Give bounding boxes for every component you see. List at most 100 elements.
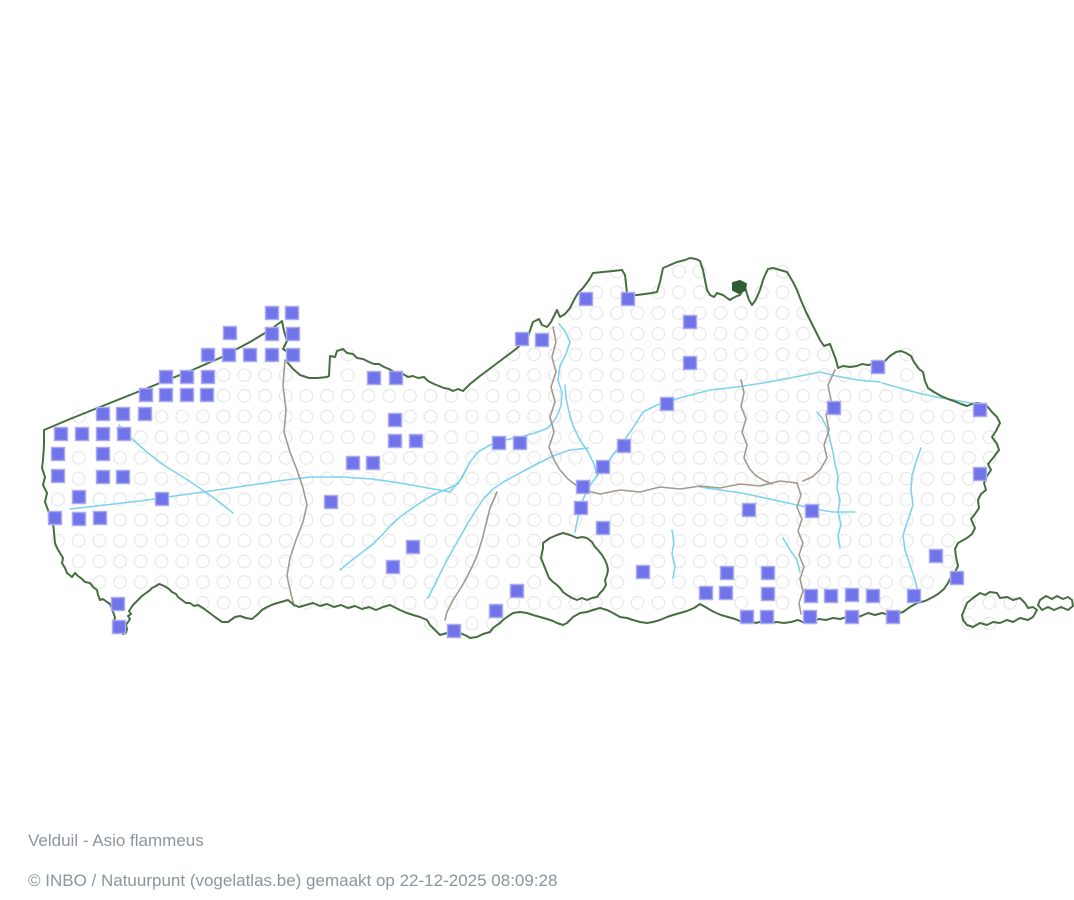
river xyxy=(816,411,842,549)
occurrence-square xyxy=(345,455,361,471)
occurrence-square xyxy=(512,435,528,451)
flanders-border xyxy=(41,257,1001,639)
occurrence-square xyxy=(844,609,860,625)
voeren-border xyxy=(961,591,1038,628)
antwerp-docks-area xyxy=(732,280,747,294)
occurrence-square xyxy=(578,291,594,307)
province-border xyxy=(802,369,836,482)
occurrence-square xyxy=(719,565,735,581)
occurrence-square xyxy=(446,623,462,639)
occurrence-square xyxy=(760,565,776,581)
occurrence-square xyxy=(698,585,714,601)
river xyxy=(427,447,589,599)
occurrence-square xyxy=(116,426,132,442)
occurrence-square xyxy=(111,619,127,635)
occurrence-square xyxy=(906,588,922,604)
occurrence-square xyxy=(870,359,886,375)
occurrence-square xyxy=(158,369,174,385)
brussels-enclave-border xyxy=(540,532,609,601)
occurrence-square xyxy=(137,406,153,422)
occurrence-square xyxy=(972,466,988,482)
occurrence-square xyxy=(595,520,611,536)
occurrence-square xyxy=(115,406,131,422)
occurrence-square xyxy=(972,402,988,418)
occurrence-square xyxy=(95,446,111,462)
occurrence-square xyxy=(200,347,216,363)
occurrence-square xyxy=(682,355,698,371)
east-border-islet xyxy=(1037,595,1074,611)
occurrence-square xyxy=(74,426,90,442)
river xyxy=(881,382,983,406)
occurrence-square xyxy=(366,370,382,386)
occurrence-square xyxy=(595,459,611,475)
river xyxy=(118,424,234,514)
occurrence-square xyxy=(115,469,131,485)
river xyxy=(671,529,676,579)
copyright-credit: © INBO / Natuurpunt (vogelatlas.be) gema… xyxy=(28,871,558,890)
occurrence-square xyxy=(387,433,403,449)
occurrence-square xyxy=(844,587,860,603)
occurrence-square xyxy=(385,559,401,575)
region-borders xyxy=(41,257,1074,639)
occurrence-square xyxy=(92,510,108,526)
occurrence-square xyxy=(885,609,901,625)
occurrence-square xyxy=(803,588,819,604)
occurrence-square xyxy=(759,609,775,625)
province-border xyxy=(282,359,308,607)
occurrence-square xyxy=(682,314,698,330)
occurrence-square xyxy=(534,332,550,348)
occurrence-square xyxy=(95,406,111,422)
occurrence-square xyxy=(199,387,215,403)
occurrence-square xyxy=(826,400,842,416)
occurrence-square xyxy=(179,369,195,385)
atlas-grid-circles xyxy=(51,264,1018,631)
province-border xyxy=(548,326,601,495)
province-borders xyxy=(282,326,836,621)
occurrence-square xyxy=(739,609,755,625)
occurrence-square xyxy=(616,438,632,454)
occurrence-square xyxy=(405,539,421,555)
province-border xyxy=(740,379,773,485)
river xyxy=(902,447,922,593)
occurrence-square xyxy=(264,305,280,321)
river xyxy=(574,371,881,533)
occurrence-square xyxy=(53,426,69,442)
occurrence-square xyxy=(635,564,651,580)
occurrence-square xyxy=(179,387,195,403)
species-title: Velduil - Asio flammeus xyxy=(28,831,204,850)
occurrence-square xyxy=(388,370,404,386)
occurrence-square xyxy=(47,510,63,526)
occurrence-square xyxy=(221,347,237,363)
occurrence-square xyxy=(802,609,818,625)
river xyxy=(782,537,801,573)
occurrence-square xyxy=(804,503,820,519)
occurrence-square xyxy=(323,494,339,510)
occurrence-square xyxy=(95,426,111,442)
occurrence-square xyxy=(138,387,154,403)
occurrence-square xyxy=(387,412,403,428)
occurrence-square xyxy=(50,468,66,484)
province-border xyxy=(444,491,498,621)
occurrence-square xyxy=(408,433,424,449)
occurrence-square xyxy=(718,585,734,601)
occurrence-square xyxy=(71,511,87,527)
occurrence-square xyxy=(573,500,589,516)
occurrence-square xyxy=(509,583,525,599)
occurrence-square xyxy=(110,596,126,612)
occurrence-squares xyxy=(47,291,988,639)
occurrence-square xyxy=(491,435,507,451)
occurrence-square xyxy=(200,369,216,385)
occurrence-square xyxy=(865,588,881,604)
river xyxy=(339,461,471,571)
occurrence-square xyxy=(71,489,87,505)
occurrence-square xyxy=(949,570,965,586)
river xyxy=(699,486,856,513)
occurrence-square xyxy=(760,586,776,602)
occurrence-square xyxy=(222,325,238,341)
occurrence-square xyxy=(50,446,66,462)
occurrence-square xyxy=(659,396,675,412)
province-border xyxy=(599,480,798,495)
river xyxy=(564,384,598,477)
occurrence-square xyxy=(575,479,591,495)
